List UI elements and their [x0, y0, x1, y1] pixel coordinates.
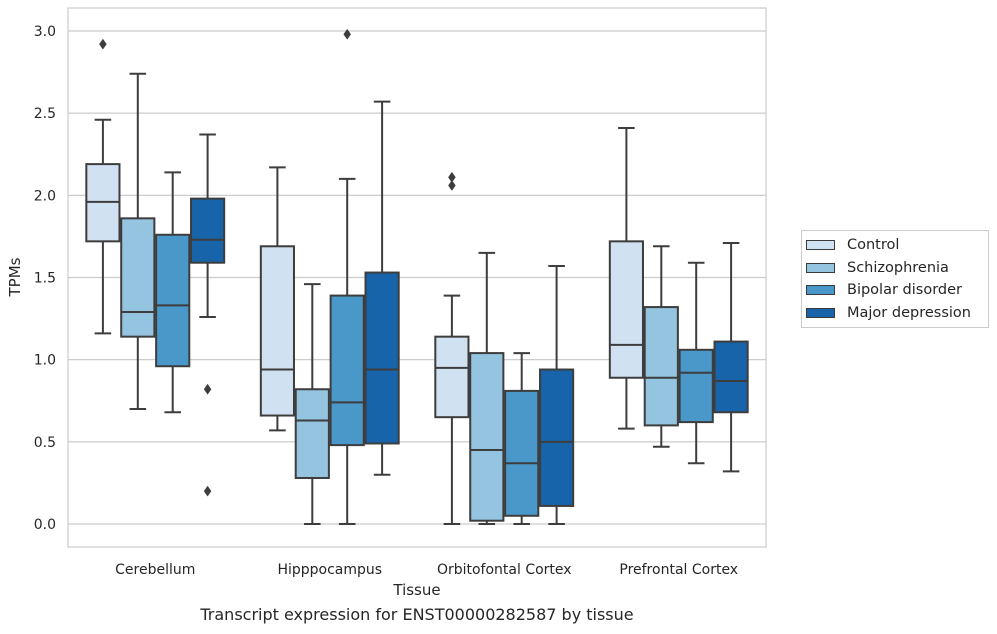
iqr-box	[294, 388, 330, 479]
box-4-3	[678, 261, 714, 465]
legend-item: Schizophrenia	[802, 257, 988, 280]
y-axis-label: TPMs	[6, 257, 24, 297]
box-2-3	[329, 28, 365, 525]
legend-label: Bipolar disorder	[847, 282, 962, 299]
iqr-box	[539, 368, 575, 507]
box-2-4	[364, 100, 400, 476]
y-tick-label: 0.5	[34, 435, 56, 451]
x-tick-label: Orbitofontal Cortex	[437, 562, 572, 578]
box-3-3	[504, 352, 540, 525]
plot-frame	[67, 7, 767, 548]
x-tick-labels: Cerebellum Hipppocampus Orbitofontal Corte…	[115, 562, 738, 578]
legend-swatch	[806, 285, 835, 296]
x-axis-label: Tissue	[392, 581, 440, 599]
y-tick-label: 1.0	[34, 353, 56, 369]
legend-label: Control	[847, 237, 900, 254]
iqr-box	[259, 245, 295, 417]
outlier-point	[99, 38, 107, 50]
iqr-box	[469, 352, 505, 522]
legend-label: Schizophrenia	[847, 259, 949, 276]
x-tick-label: Hipppocampus	[277, 562, 382, 578]
iqr-box	[329, 294, 365, 447]
y-tick-labels: 0.0 0.5 1.0 1.5 2.0 2.5 3.0	[34, 24, 56, 533]
y-tick-label: 1.5	[34, 271, 56, 287]
outlier-point	[203, 485, 212, 497]
outlier-point	[203, 383, 212, 395]
outlier-point	[448, 171, 456, 183]
iqr-box	[155, 233, 191, 368]
figure-caption: Transcript expression for ENST0000028258…	[200, 605, 634, 624]
iqr-box	[608, 240, 644, 379]
iqr-box	[643, 306, 679, 427]
y-tick-label: 3.0	[34, 24, 56, 40]
box-2-1	[259, 166, 295, 432]
legend-swatch	[806, 307, 835, 318]
iqr-box	[190, 197, 226, 264]
iqr-box	[364, 271, 400, 445]
box-1-1	[85, 38, 121, 335]
box-3-4	[539, 264, 575, 525]
outlier-point	[448, 180, 456, 191]
iqr-box	[434, 335, 470, 419]
legend: Control Schizophrenia Bipolar disorder Majo…	[801, 230, 989, 328]
box-1-2	[120, 72, 156, 410]
iqr-box	[678, 348, 714, 424]
legend-swatch	[806, 240, 835, 251]
iqr-box	[504, 389, 540, 517]
box-3-2	[469, 251, 505, 525]
iqr-box	[120, 217, 156, 338]
box-3-1	[434, 171, 470, 525]
legend-item: Control	[802, 234, 988, 257]
y-tick-label: 2.5	[34, 106, 56, 122]
y-tick-label: 2.0	[34, 188, 56, 204]
iqr-box	[713, 340, 749, 414]
legend-item: Bipolar disorder	[802, 279, 988, 302]
boxes-layer	[85, 28, 749, 525]
legend-swatch	[806, 262, 835, 273]
legend-item: Major depression	[802, 302, 988, 325]
box-4-4	[713, 241, 749, 473]
y-tick-label: 0.0	[34, 517, 56, 533]
box-4-1	[608, 126, 644, 430]
box-2-2	[294, 283, 330, 525]
x-tick-label: Cerebellum	[115, 562, 195, 578]
x-tick-label: Prefrontal Cortex	[619, 562, 738, 578]
legend-label: Major depression	[847, 304, 971, 321]
box-1-3	[155, 171, 191, 414]
box-1-4	[190, 133, 226, 497]
outlier-point	[343, 28, 352, 40]
box-4-2	[643, 245, 679, 448]
